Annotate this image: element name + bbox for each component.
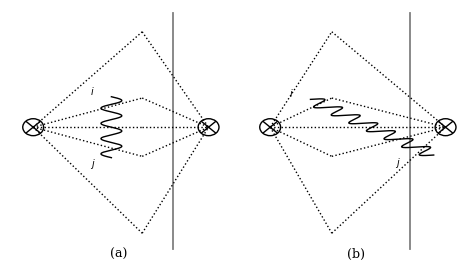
Text: $i$: $i$ xyxy=(90,85,95,98)
Text: $j$: $j$ xyxy=(90,157,95,171)
Text: (a): (a) xyxy=(110,248,127,261)
Text: (b): (b) xyxy=(346,248,365,261)
Text: $j$: $j$ xyxy=(395,156,401,170)
Text: $i$: $i$ xyxy=(289,87,294,99)
